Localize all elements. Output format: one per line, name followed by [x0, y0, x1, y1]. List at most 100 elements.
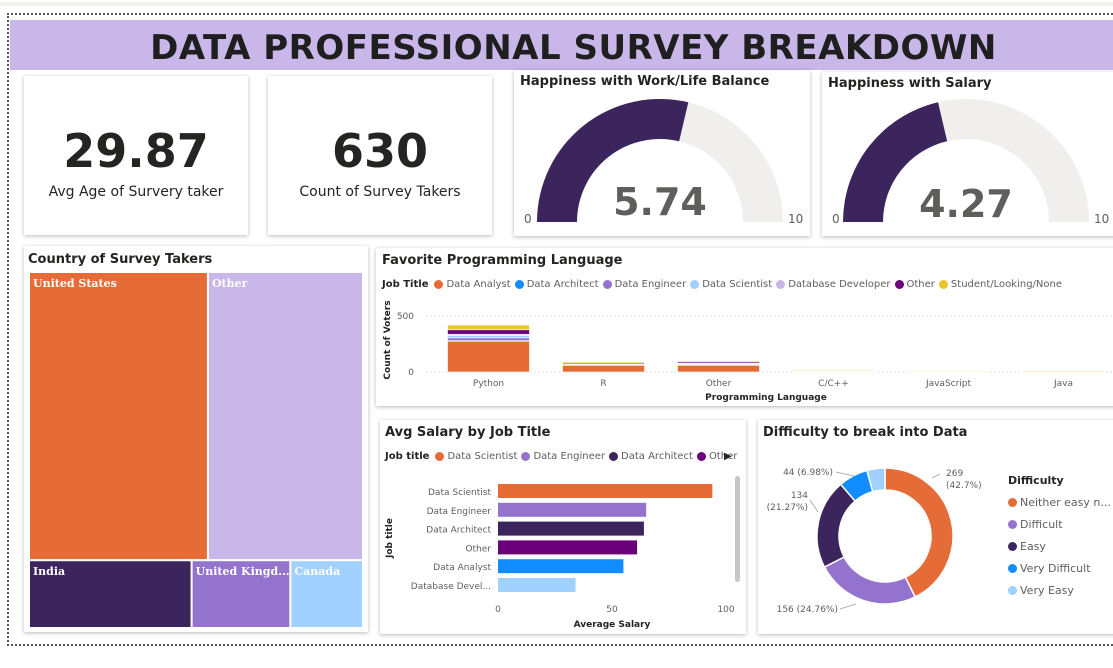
difficulty-legend-item[interactable]: Very Easy	[1008, 579, 1111, 601]
salary-title: Avg Salary by Job Title	[385, 425, 551, 440]
language-legend-label: Data Scientist	[702, 279, 773, 290]
language-legend-dot	[434, 280, 444, 289]
difficulty-legend-label: Easy	[1020, 539, 1046, 553]
language-legend-item[interactable]: Database Developer	[776, 279, 891, 290]
language-bar-segment[interactable]	[447, 335, 530, 339]
salary-legend-dot	[696, 452, 706, 461]
language-legend-dot	[514, 280, 524, 289]
difficulty-leader-line	[839, 603, 857, 610]
difficulty-legend-dot	[1008, 563, 1017, 573]
difficulty-legend-item[interactable]: Neither easy n...	[1008, 491, 1111, 513]
treemap-tile-other[interactable]	[206, 271, 364, 562]
difficulty-legend: Difficulty Neither easy n... Difficult Eas…	[1008, 474, 1111, 601]
salary-y-tick: Database Devel...	[411, 582, 491, 592]
treemap-label-united-kingd: United Kingd...	[196, 565, 290, 578]
language-y-tick: 0	[408, 368, 414, 378]
language-legend-item[interactable]: Data Engineer	[602, 279, 686, 290]
treemap-title: Country of Survey Takers	[28, 252, 213, 267]
language-legend-item[interactable]: Data Analyst	[434, 279, 511, 290]
gauge-card-salary[interactable]: Happiness with Salary 4.27 0 10	[822, 72, 1113, 236]
salary-legend-title: Job title	[385, 451, 430, 462]
salary-bar[interactable]	[498, 559, 624, 574]
language-legend-item[interactable]: Data Architect	[514, 279, 599, 290]
avg-age-value: 29.87	[63, 124, 209, 178]
gauge-salary-min: 0	[832, 212, 840, 226]
salary-scrollbar[interactable]	[735, 476, 740, 582]
difficulty-data-label: 156 (24.76%)	[777, 605, 838, 615]
difficulty-legend-item[interactable]: Difficult	[1008, 513, 1111, 535]
difficulty-legend-item[interactable]: Easy	[1008, 535, 1111, 557]
salary-legend-dot	[435, 452, 445, 461]
language-bar-segment[interactable]	[907, 370, 990, 372]
difficulty-slice[interactable]	[816, 483, 857, 569]
gauge-worklife-min: 0	[524, 212, 532, 226]
difficulty-card[interactable]: Difficulty to break into Data 269 (42.7%)…	[758, 420, 1113, 634]
language-legend-item[interactable]: Student/Looking/None	[938, 279, 1062, 290]
salary-bar[interactable]	[498, 540, 638, 555]
gauge-worklife-max: 10	[788, 212, 803, 226]
gauge-card-worklife[interactable]: Happiness with Work/Life Balance 5.74 0 …	[514, 70, 810, 236]
language-legend-dot	[602, 280, 612, 289]
treemap-card[interactable]: Country of Survey Takers United States Ot…	[24, 246, 368, 632]
language-y-axis-title: Count of Voters	[383, 300, 393, 379]
language-legend: Job Title Data Analyst Data Architect Data…	[382, 279, 1066, 290]
difficulty-legend-item[interactable]: Very Difficult	[1008, 557, 1111, 579]
language-bar-segment[interactable]	[447, 329, 530, 335]
gauge-salary-title: Happiness with Salary	[828, 76, 992, 91]
language-legend-dot	[776, 280, 786, 289]
difficulty-slice[interactable]	[823, 555, 917, 605]
salary-bar[interactable]	[498, 578, 576, 592]
treemap-tile-united-kingd[interactable]	[190, 559, 292, 629]
language-bar-segment[interactable]	[677, 364, 760, 373]
gauge-salary-max: 10	[1094, 212, 1109, 226]
language-legend-label: Other	[906, 279, 935, 290]
salary-legend-item[interactable]: Data Architect	[609, 451, 693, 462]
difficulty-legend-dot	[1008, 585, 1017, 595]
kpi-card-count[interactable]: 630 Count of Survey Takers	[268, 76, 492, 235]
kpi-card-avg-age[interactable]: 29.87 Avg Age of Survery taker	[24, 76, 248, 235]
language-bar-segment[interactable]	[447, 340, 530, 373]
language-legend-dot	[894, 280, 904, 289]
salary-legend-dot	[609, 452, 619, 461]
language-bar-segment[interactable]	[1022, 370, 1105, 372]
salary-legend-item[interactable]: Other	[696, 451, 737, 462]
salary-legend-label: Data Engineer	[533, 451, 606, 462]
language-x-tick: Python	[473, 379, 504, 389]
salary-x-tick: 100	[717, 605, 734, 615]
language-bar-segment[interactable]	[447, 337, 530, 341]
language-card[interactable]: Favorite Programming Language Job Title …	[376, 248, 1113, 406]
difficulty-title: Difficulty to break into Data	[763, 425, 968, 440]
language-bar-segment[interactable]	[447, 324, 530, 331]
salary-legend-next-button[interactable]: ▶	[724, 451, 732, 462]
salary-card[interactable]: Avg Salary by Job Title Job title Data S…	[380, 420, 746, 634]
gauge-worklife-chart: 5.74 0 10	[524, 98, 803, 226]
language-bar-segment[interactable]	[562, 361, 645, 364]
gauge-worklife-fill	[537, 98, 689, 222]
treemap-tile-canada[interactable]	[289, 559, 364, 629]
gauge-worklife-title: Happiness with Work/Life Balance	[520, 74, 770, 89]
difficulty-slice[interactable]	[865, 467, 886, 493]
language-legend-item[interactable]: Data Scientist	[690, 279, 772, 290]
difficulty-slice[interactable]	[884, 467, 954, 598]
salary-x-tick: 0	[495, 605, 501, 615]
salary-legend-item[interactable]: Data Engineer	[521, 451, 605, 462]
gauge-salary-value: 4.27	[919, 182, 1013, 226]
language-bar-segment[interactable]	[677, 360, 760, 363]
salary-x-tick: 50	[606, 605, 618, 615]
language-bar-segment[interactable]	[792, 370, 875, 372]
language-bar-segment[interactable]	[562, 364, 645, 373]
salary-bar[interactable]	[498, 484, 713, 498]
difficulty-legend-label: Very Difficult	[1020, 561, 1091, 575]
difficulty-data-label: 134	[791, 491, 808, 501]
language-legend-item[interactable]: Other	[894, 279, 935, 290]
difficulty-data-label: 44 (6.98%)	[783, 468, 833, 478]
treemap-tile-united-states[interactable]	[28, 271, 209, 562]
salary-bar[interactable]	[498, 521, 644, 536]
language-legend-dot	[690, 280, 700, 289]
salary-legend-item[interactable]: Data Scientist	[435, 451, 517, 462]
salary-bar[interactable]	[498, 502, 647, 517]
difficulty-legend-label: Very Easy	[1020, 583, 1074, 597]
language-chart: 500 0 Python R Other C/C++ JavaScript Java Progr…	[383, 300, 1113, 403]
treemap-tile-india[interactable]	[28, 559, 193, 629]
difficulty-legend-dot	[1008, 519, 1017, 529]
